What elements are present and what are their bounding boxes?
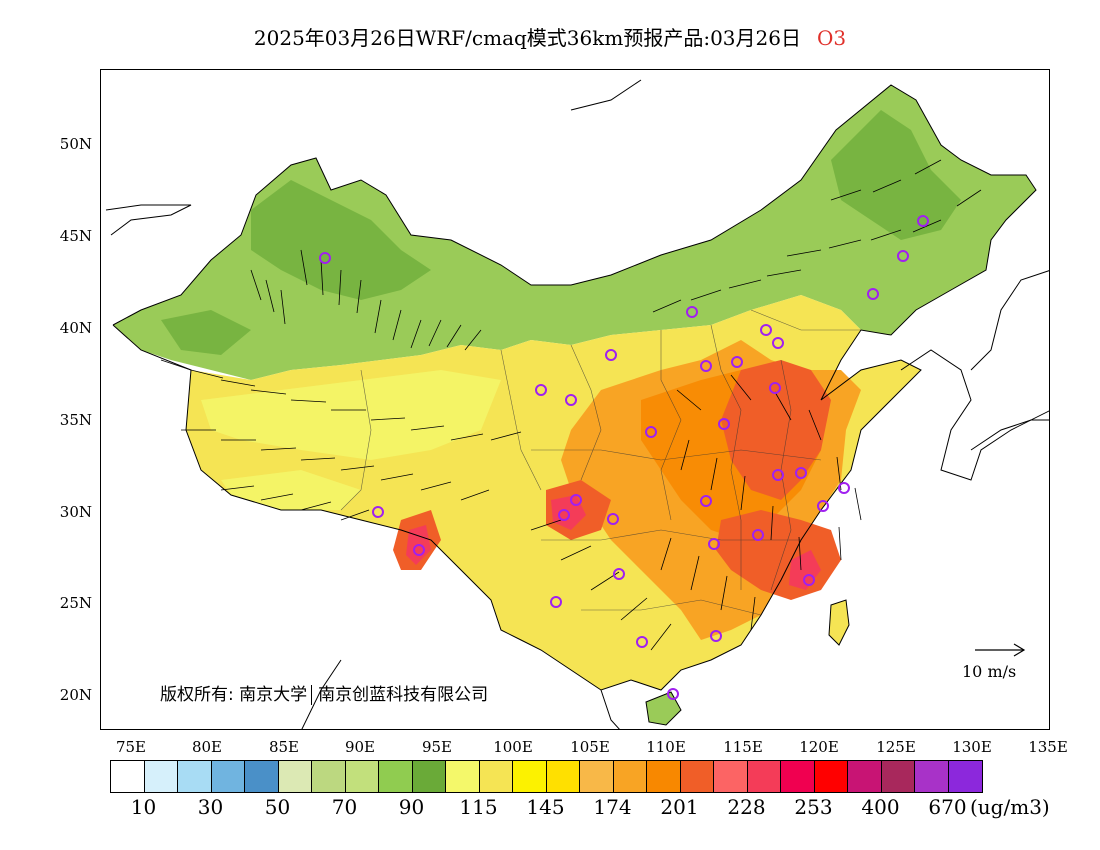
- lat-label-35n: 35N: [59, 411, 92, 429]
- colorbar-tick-label: 70: [331, 795, 358, 819]
- colorbar-cell: [948, 761, 982, 792]
- o3-region-darkgreen: [161, 110, 961, 355]
- lon-label-125e: 125E: [876, 738, 916, 756]
- lon-label-90e: 90E: [344, 738, 376, 756]
- colorbar-cell: [379, 761, 413, 792]
- colorbar-cell: [144, 761, 178, 792]
- map-canvas: [105, 79, 1049, 729]
- colorbar-cell: [680, 761, 714, 792]
- lat-label-25n: 25N: [59, 594, 92, 612]
- colorbar-cell: [211, 761, 245, 792]
- colorbar-tick-label: 253: [794, 795, 833, 819]
- colorbar-cell: [278, 761, 312, 792]
- o3-region-lightyellow: [201, 370, 501, 510]
- colorbar-cell: [848, 761, 882, 792]
- copyright-org-nju: 南京大学: [239, 685, 308, 705]
- lat-label-45n: 45N: [59, 227, 92, 245]
- colorbar-tick-label: 90: [398, 795, 425, 819]
- colorbar-tick-label: 400: [861, 795, 900, 819]
- lon-label-95e: 95E: [421, 738, 453, 756]
- lon-label-105e: 105E: [570, 738, 610, 756]
- colorbar-tick-label: 145: [526, 795, 565, 819]
- lon-label-115e: 115E: [723, 738, 763, 756]
- map-title: 2025年03月26日WRF/cmaq模式36km预报产品:03月26日 O3: [0, 22, 1100, 51]
- colorbar-cell: [513, 761, 547, 792]
- wind-reference-arrow-icon: [975, 643, 1026, 657]
- lon-label-100e: 100E: [493, 738, 533, 756]
- colorbar-cell: [245, 761, 279, 792]
- lat-label-40n: 40N: [59, 319, 92, 337]
- colorbar-cell: [546, 761, 580, 792]
- colorbar-tick-label: 201: [660, 795, 699, 819]
- colorbar-cell: [613, 761, 647, 792]
- o3-region-taiwan: [829, 600, 849, 645]
- colorbar-cell: [580, 761, 614, 792]
- colorbar-cell: [111, 761, 145, 792]
- colorbar-cell: [781, 761, 815, 792]
- colorbar-tick-label: 228: [727, 795, 766, 819]
- colorbar-tick-label: 670: [928, 795, 967, 819]
- lon-label-135e: 135E: [1028, 738, 1068, 756]
- copyright-org-company: 南京创蓝科技有限公司: [311, 685, 489, 705]
- colorbar-cell: [345, 761, 379, 792]
- wind-reference-label: 10 m/s: [962, 662, 1017, 681]
- lon-label-85e: 85E: [268, 738, 300, 756]
- colorbar: [110, 760, 983, 793]
- colorbar-cell: [178, 761, 212, 792]
- wind-vectors: [160, 159, 982, 651]
- colorbar-cell: [814, 761, 848, 792]
- colorbar-tick-label: 30: [197, 795, 224, 819]
- lat-label-50n: 50N: [59, 135, 92, 153]
- lon-label-130e: 130E: [952, 738, 992, 756]
- station-markers: [319, 215, 929, 700]
- lat-label-30n: 30N: [59, 503, 92, 521]
- pollutant-label: O3: [816, 26, 847, 50]
- colorbar-tick-label: 50: [264, 795, 291, 819]
- colorbar-tick-label: 115: [459, 795, 498, 819]
- lon-label-75e: 75E: [115, 738, 147, 756]
- colorbar-tick-label: 174: [593, 795, 632, 819]
- colorbar-cell: [446, 761, 480, 792]
- lon-label-110e: 110E: [646, 738, 686, 756]
- title-main: 2025年03月26日WRF/cmaq模式36km预报产品:03月26日: [253, 26, 801, 50]
- colorbar-cell: [312, 761, 346, 792]
- colorbar-cell: [647, 761, 681, 792]
- colorbar-cell: [881, 761, 915, 792]
- copyright-label: 版权所有:: [160, 685, 234, 705]
- copyright-notice: 版权所有: 南京大学 南京创蓝科技有限公司: [160, 680, 494, 705]
- colorbar-cell: [412, 761, 446, 792]
- lat-label-20n: 20N: [59, 686, 92, 704]
- colorbar-tick-label: 10: [130, 795, 157, 819]
- colorbar-cell: [714, 761, 748, 792]
- colorbar-cell: [915, 761, 949, 792]
- colorbar-cell: [747, 761, 781, 792]
- o3-region-hainan: [646, 692, 681, 725]
- colorbar-cell: [479, 761, 513, 792]
- colorbar-unit: (ug/m3): [970, 795, 1050, 819]
- map-panel: [100, 69, 1050, 730]
- lon-label-80e: 80E: [191, 738, 223, 756]
- lon-label-120e: 120E: [799, 738, 839, 756]
- o3-region-green: [113, 85, 1036, 380]
